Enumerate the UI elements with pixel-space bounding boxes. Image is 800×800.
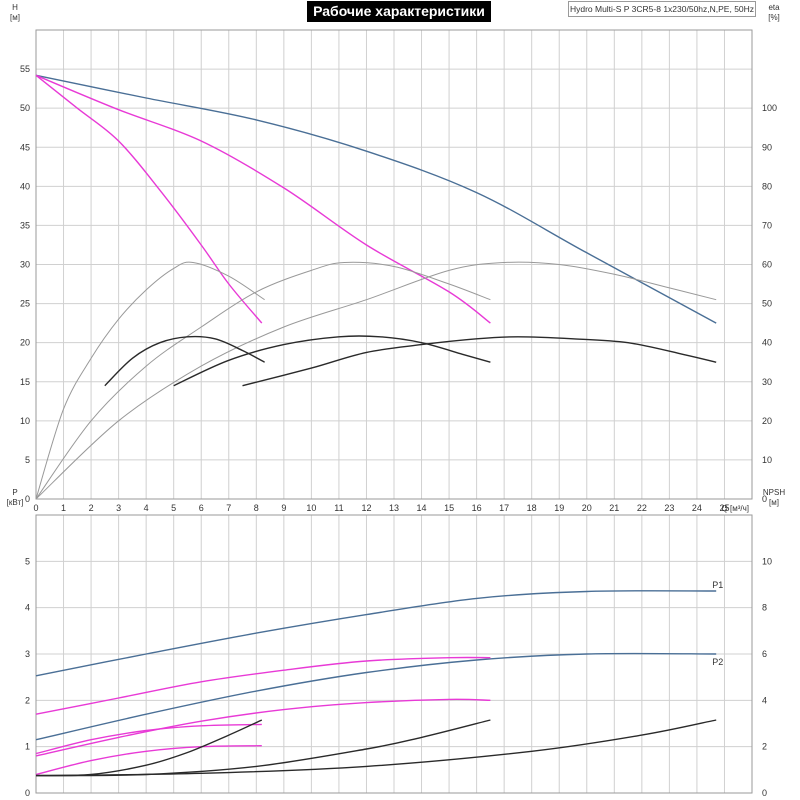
bottom-y2-tick-label: 6 — [762, 649, 767, 659]
top-x-tick-label: 21 — [609, 503, 619, 513]
series-label-p2: P2 — [712, 657, 723, 667]
top-y-tick-label: 30 — [20, 260, 30, 270]
bottom-series-blue-0 — [35, 590, 717, 677]
top-y2-axis-label: eta [%] — [768, 3, 780, 22]
top-x-tick-label: 5 — [171, 503, 176, 513]
bottom-y2-tick-label: 10 — [762, 556, 772, 566]
bottom-y2-tick-label: 2 — [762, 742, 767, 752]
bottom-y-tick-label: 5 — [25, 556, 30, 566]
top-y-tick-label: 0 — [25, 494, 30, 504]
bottom-y-tick-label: 2 — [25, 695, 30, 705]
top-y-tick-label: 25 — [20, 299, 30, 309]
top-x-tick-label: 24 — [692, 503, 702, 513]
top-y2-tick-label: 40 — [762, 338, 772, 348]
top-y-axis-label: H [м] — [10, 3, 20, 22]
bottom-y2-tick-label: 8 — [762, 603, 767, 613]
top-y2-tick-label: 100 — [762, 103, 777, 113]
top-panel: 0510152025303540455055010203040506070809… — [10, 3, 780, 513]
top-x-tick-label: 20 — [582, 503, 592, 513]
bottom-y-tick-label: 1 — [25, 742, 30, 752]
top-x-tick-label: 16 — [472, 503, 482, 513]
top-x-tick-label: 23 — [664, 503, 674, 513]
top-y2-tick-label: 30 — [762, 377, 772, 387]
top-x-axis-label: Q [м³/ч] — [722, 504, 749, 513]
bottom-y2-tick-label: 4 — [762, 695, 767, 705]
top-x-tick-label: 1 — [61, 503, 66, 513]
top-x-tick-label: 25 — [719, 503, 729, 513]
top-y2-tick-label: 90 — [762, 142, 772, 152]
top-y2-tick-label: 50 — [762, 299, 772, 309]
top-y2-tick-label: 0 — [762, 494, 767, 504]
bottom-y2-axis-label: NPSH [м] — [763, 488, 785, 507]
bottom-series-magenta-2 — [35, 656, 491, 715]
top-series-gray-4 — [35, 261, 491, 500]
top-series-gray-3 — [35, 261, 265, 500]
top-x-tick-label: 11 — [334, 503, 343, 513]
top-series-black-7 — [173, 335, 491, 387]
bottom-series-magenta-4 — [35, 723, 262, 755]
top-y-tick-label: 10 — [20, 416, 30, 426]
top-plot-frame — [35, 29, 753, 500]
top-x-tick-label: 2 — [89, 503, 94, 513]
top-series-gray-5 — [35, 261, 717, 500]
top-x-tick-label: 14 — [417, 503, 427, 513]
model-label: Hydro Multi-S P 3CR5-8 1x230/50hz,N,PE, … — [568, 1, 756, 17]
top-y2-tick-label: 70 — [762, 220, 772, 230]
top-y-tick-label: 45 — [20, 142, 30, 152]
bottom-y-axis-label: P [кВт] — [7, 488, 24, 507]
top-x-tick-label: 18 — [527, 503, 537, 513]
top-y-tick-label: 20 — [20, 338, 30, 348]
top-y-tick-label: 15 — [20, 377, 30, 387]
top-x-tick-label: 17 — [499, 503, 509, 513]
chart-title: Рабочие характеристики — [307, 1, 491, 22]
bottom-series-magenta-5 — [35, 745, 262, 776]
bottom-y-tick-label: 0 — [25, 788, 30, 798]
bottom-y2-tick-label: 0 — [762, 788, 767, 798]
bottom-y-tick-label: 4 — [25, 603, 30, 613]
top-x-tick-label: 9 — [281, 503, 286, 513]
bottom-series-magenta-3 — [35, 698, 491, 757]
series-label-p1: P1 — [712, 580, 723, 590]
top-y-tick-label: 5 — [25, 455, 30, 465]
top-y2-tick-label: 20 — [762, 416, 772, 426]
top-y2-tick-label: 60 — [762, 260, 772, 270]
top-series-magenta-1 — [35, 74, 491, 324]
top-x-tick-label: 22 — [637, 503, 647, 513]
top-y2-tick-label: 10 — [762, 455, 772, 465]
bottom-y-tick-label: 3 — [25, 649, 30, 659]
bottom-series-black-8 — [35, 719, 717, 777]
bottom-plot-frame — [35, 514, 753, 794]
top-y-tick-label: 40 — [20, 181, 30, 191]
top-y2-tick-label: 80 — [762, 181, 772, 191]
top-x-tick-label: 19 — [554, 503, 564, 513]
top-y-tick-label: 50 — [20, 103, 30, 113]
top-x-tick-label: 15 — [444, 503, 454, 513]
top-series-black-6 — [104, 335, 265, 387]
top-y-tick-label: 35 — [20, 220, 30, 230]
top-x-tick-label: 10 — [306, 503, 316, 513]
bottom-series-black-7 — [35, 719, 491, 777]
top-x-tick-label: 4 — [144, 503, 149, 513]
top-x-tick-label: 7 — [226, 503, 231, 513]
top-x-tick-label: 6 — [199, 503, 204, 513]
top-x-tick-label: 8 — [254, 503, 259, 513]
top-series-magenta-2 — [35, 74, 263, 324]
top-series-blue-0 — [35, 74, 717, 324]
top-series-black-8 — [242, 336, 717, 387]
top-x-tick-label: 12 — [361, 503, 371, 513]
top-x-tick-label: 13 — [389, 503, 399, 513]
top-x-tick-label: 0 — [33, 503, 38, 513]
bottom-series-blue-1 — [35, 652, 717, 741]
top-x-tick-label: 3 — [116, 503, 121, 513]
top-y-tick-label: 55 — [20, 64, 30, 74]
